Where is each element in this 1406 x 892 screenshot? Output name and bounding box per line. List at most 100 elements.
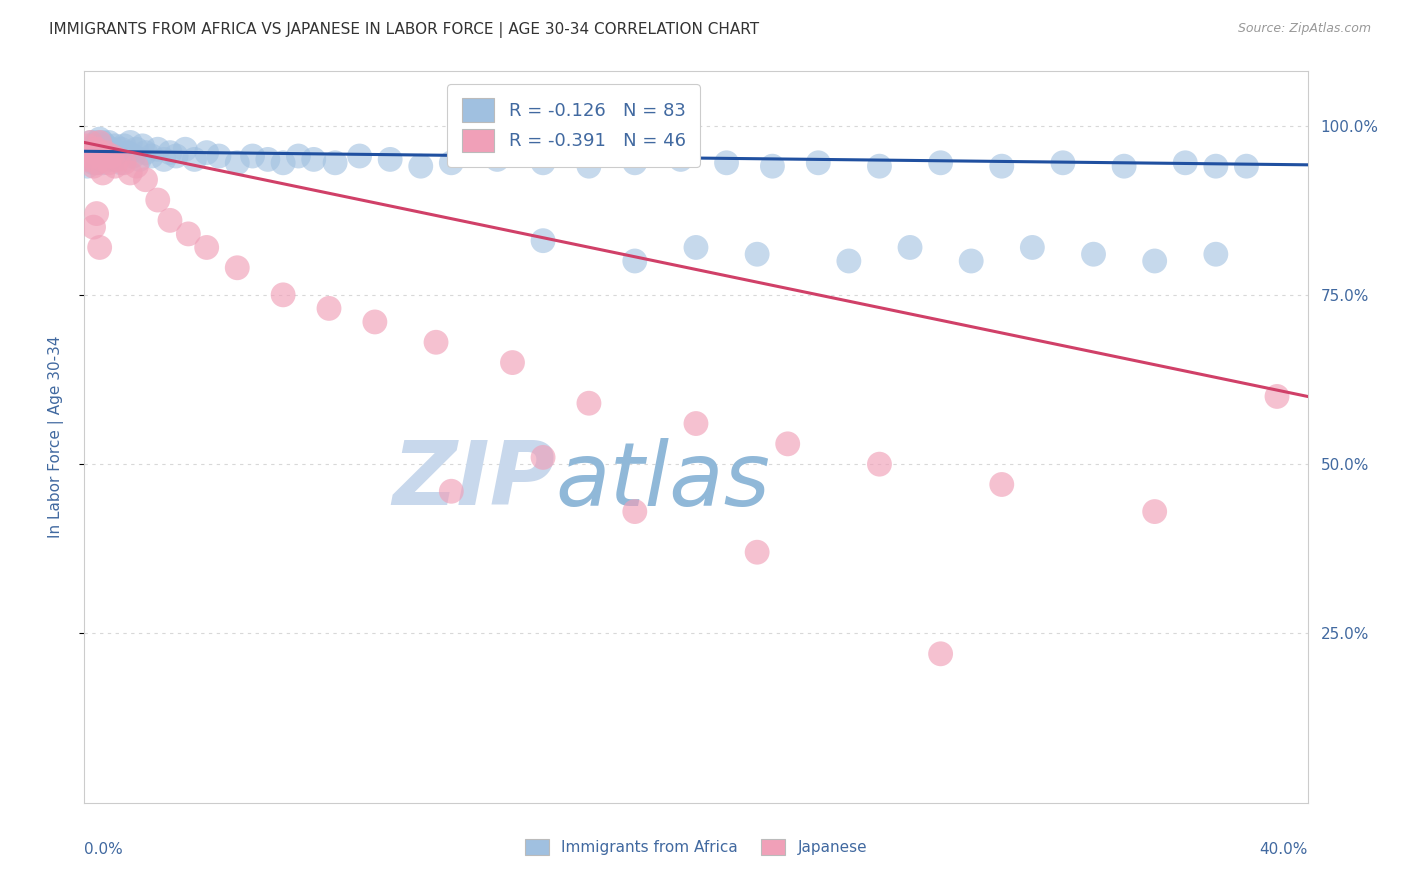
Point: [776, 437, 799, 451]
Point: [97, 156, 120, 170]
Point: [107, 153, 129, 167]
Legend: Immigrants from Africa, Japanese: Immigrants from Africa, Japanese: [519, 833, 873, 861]
Point: [110, 156, 132, 170]
Point: [257, 153, 280, 167]
Point: [807, 156, 830, 170]
Point: [89, 132, 111, 146]
Point: [425, 335, 447, 350]
Point: [685, 417, 707, 431]
Point: [83, 220, 105, 235]
Point: [86, 136, 108, 150]
Point: [624, 505, 647, 519]
Point: [1021, 240, 1043, 254]
Point: [409, 159, 432, 173]
Point: [135, 145, 157, 160]
Point: [86, 142, 108, 156]
Point: [716, 156, 738, 170]
Point: [271, 156, 294, 170]
Point: [531, 156, 554, 170]
Point: [104, 159, 127, 173]
Point: [531, 450, 554, 465]
Point: [323, 156, 346, 170]
Point: [1174, 156, 1197, 170]
Text: Source: ZipAtlas.com: Source: ZipAtlas.com: [1237, 22, 1371, 36]
Point: [991, 159, 1014, 173]
Point: [83, 159, 105, 173]
Text: IMMIGRANTS FROM AFRICA VS JAPANESE IN LABOR FORCE | AGE 30-34 CORRELATION CHART: IMMIGRANTS FROM AFRICA VS JAPANESE IN LA…: [49, 22, 759, 38]
Point: [226, 260, 249, 275]
Point: [104, 149, 127, 163]
Point: [685, 240, 707, 254]
Point: [89, 136, 111, 150]
Point: [1083, 247, 1105, 261]
Point: [838, 254, 860, 268]
Point: [271, 288, 294, 302]
Point: [97, 136, 120, 150]
Point: [83, 145, 105, 160]
Point: [86, 156, 108, 170]
Point: [898, 240, 921, 254]
Point: [991, 477, 1014, 491]
Point: [135, 172, 157, 186]
Point: [97, 145, 120, 160]
Point: [624, 156, 647, 170]
Point: [349, 149, 371, 163]
Text: 40.0%: 40.0%: [1260, 842, 1308, 856]
Point: [112, 156, 135, 170]
Point: [869, 457, 891, 471]
Point: [929, 156, 952, 170]
Point: [76, 153, 98, 167]
Point: [94, 145, 117, 160]
Point: [1143, 505, 1166, 519]
Point: [380, 153, 402, 167]
Text: atlas: atlas: [555, 438, 770, 524]
Point: [120, 136, 142, 150]
Point: [104, 139, 127, 153]
Point: [91, 156, 114, 170]
Point: [747, 247, 769, 261]
Point: [761, 159, 783, 173]
Point: [208, 149, 231, 163]
Point: [79, 153, 101, 167]
Point: [302, 153, 325, 167]
Point: [440, 484, 463, 499]
Point: [159, 145, 181, 160]
Point: [107, 145, 129, 160]
Point: [195, 240, 218, 254]
Point: [91, 136, 114, 150]
Point: [747, 545, 769, 559]
Point: [76, 159, 98, 173]
Point: [131, 139, 153, 153]
Point: [177, 227, 200, 241]
Point: [115, 145, 138, 160]
Point: [83, 149, 105, 163]
Point: [76, 145, 98, 160]
Point: [1052, 156, 1074, 170]
Point: [440, 156, 463, 170]
Point: [141, 149, 163, 163]
Point: [624, 254, 647, 268]
Point: [101, 142, 124, 156]
Point: [1143, 254, 1166, 268]
Point: [86, 145, 108, 160]
Point: [146, 142, 169, 156]
Point: [531, 234, 554, 248]
Point: [1205, 159, 1227, 173]
Point: [1236, 159, 1258, 173]
Point: [242, 149, 264, 163]
Text: ZIP: ZIP: [392, 437, 555, 524]
Point: [89, 142, 111, 156]
Point: [1205, 247, 1227, 261]
Point: [128, 153, 150, 167]
Point: [83, 139, 105, 153]
Point: [174, 142, 197, 156]
Point: [122, 149, 145, 163]
Text: 0.0%: 0.0%: [84, 842, 124, 856]
Point: [79, 136, 101, 150]
Point: [83, 156, 105, 170]
Point: [94, 149, 117, 163]
Point: [91, 153, 114, 167]
Point: [89, 145, 111, 160]
Point: [125, 142, 148, 156]
Point: [120, 166, 142, 180]
